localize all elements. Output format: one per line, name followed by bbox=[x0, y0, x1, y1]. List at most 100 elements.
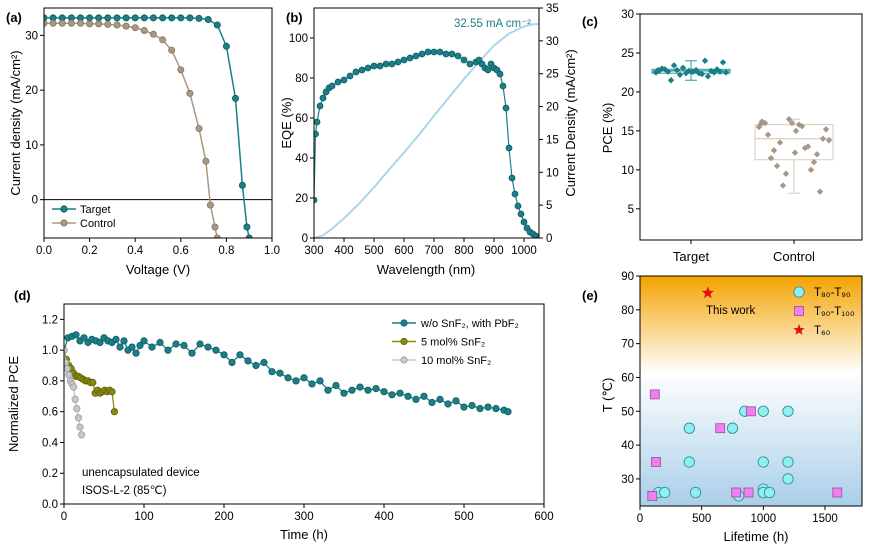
panel-a-series-target-point-15 bbox=[177, 14, 185, 22]
panel-b-eqe-point-11 bbox=[352, 68, 360, 76]
panel-d-series-0-point-40 bbox=[300, 374, 308, 382]
panel-a-series-target-point-12 bbox=[149, 14, 157, 22]
panel-d-series-2-point-10 bbox=[76, 423, 84, 431]
panel-b-eqe-point-2 bbox=[314, 118, 321, 126]
panel-a-xtick-label-5: 1.0 bbox=[264, 245, 280, 257]
panel-a-series-control-point-4 bbox=[77, 19, 85, 27]
panel-d-series-0-point-34 bbox=[252, 361, 260, 370]
panel-a-series-control-point-6 bbox=[95, 20, 103, 28]
panel-d-series-0-point-48 bbox=[364, 386, 372, 394]
panel-b-eqe-point-20 bbox=[406, 54, 414, 62]
panel-d-series-2-point-0 bbox=[64, 346, 68, 354]
panel-a-plot: 0.0 0.2 0.4 0.6 0.8 1.0 0 10 20 30 Target Control bbox=[25, 7, 280, 257]
panel-c-control-point-18 bbox=[782, 170, 790, 177]
panel-b-eqe-point-25 bbox=[436, 48, 444, 56]
panel-a-series-target-point-18 bbox=[204, 15, 212, 23]
panel-b-eqe-point-7 bbox=[328, 82, 336, 90]
panel-c-target-point-14 bbox=[673, 66, 681, 74]
panel-a-legend-marker-0 bbox=[60, 205, 68, 213]
panel-b-eqe-point-23 bbox=[424, 48, 432, 56]
panel-b-ytick-label-1: 20 bbox=[295, 193, 308, 205]
panel-a-ylabel: Current density (mA/cm²) bbox=[8, 50, 23, 195]
panel-d-series-2-point-1 bbox=[64, 358, 70, 367]
panel-c-target-point-11 bbox=[704, 73, 712, 80]
panel-b-ytick-label-5: 100 bbox=[289, 33, 308, 45]
panel-b-xlabel: Wavelength (nm) bbox=[377, 262, 476, 277]
panel-a-series-target-point-19 bbox=[213, 21, 221, 29]
panel-b-eqe-point-3 bbox=[316, 102, 324, 110]
panel-d-series-2-point-8 bbox=[73, 404, 81, 413]
panel-a-xtick-label-3: 0.6 bbox=[173, 245, 189, 257]
panel-b-plot: 300 400 500 600 700 800 900 1000020406080100051… bbox=[289, 3, 559, 257]
panel-c-control-point-19 bbox=[819, 135, 827, 142]
panel-b-eqe-point-41 bbox=[502, 104, 510, 112]
panel-b-eqe-line bbox=[314, 51, 539, 238]
panel-b-right-ytick-label-5: 25 bbox=[546, 69, 559, 81]
panel-c-control-point-24 bbox=[791, 149, 799, 156]
panel-b-integrated-current-line bbox=[314, 23, 539, 238]
panel-b-eqe-point-8 bbox=[334, 78, 342, 86]
panel-a-label: (a) bbox=[6, 10, 22, 25]
panel-d-series-0-point-21 bbox=[148, 343, 156, 351]
panel-d-xtick-label-2: 200 bbox=[214, 511, 233, 523]
panel-d-series-0-point-36 bbox=[268, 368, 276, 376]
panel-b-right-ytick-label-2: 10 bbox=[546, 167, 559, 179]
panel-d-annotation-2: ISOS-L-2 (85℃) bbox=[82, 485, 167, 497]
panel-d-ylabel: Normalized PCE bbox=[6, 356, 21, 452]
panel-e-background bbox=[640, 276, 862, 506]
panel-c-target-point-9 bbox=[701, 57, 709, 64]
panel-a-series-control-line bbox=[44, 22, 219, 238]
panel-d-series-0-point-13 bbox=[112, 335, 120, 343]
panel-b-eqe-point-28 bbox=[454, 52, 462, 60]
panel-d-series-1-point-21 bbox=[110, 408, 119, 416]
panel-b-xtick-label-6: 900 bbox=[484, 245, 503, 257]
panel-b-eqe-point-47 bbox=[520, 218, 528, 226]
panel-b-eqe-point-45 bbox=[514, 202, 522, 210]
panel-a-series-target-point-17 bbox=[195, 14, 203, 22]
panel-c-ylabel: PCE (%) bbox=[600, 103, 615, 154]
panel-d-series-0-point-55 bbox=[420, 392, 428, 400]
panel-e-t90-point-5 bbox=[743, 487, 754, 498]
panel-e-t80-point-16 bbox=[782, 473, 794, 485]
panel-a-series-control-point-8 bbox=[113, 21, 121, 29]
panel-d-legend-label-1: 5 mol% SnF₂ bbox=[421, 337, 485, 349]
panel-b-eqe-point-17 bbox=[388, 60, 396, 68]
panel-e-t90-point-7 bbox=[832, 487, 843, 498]
panel-d-series-0-point-30 bbox=[220, 351, 228, 359]
panel-c-control-point-17 bbox=[816, 188, 824, 195]
panel-a-ytick-label-2: 20 bbox=[25, 85, 38, 97]
panel-a-series-target-point-6 bbox=[95, 14, 103, 22]
panel-e-t80-point-3 bbox=[683, 456, 695, 468]
panel-a-series-control-point-19 bbox=[206, 201, 214, 209]
panel-d-ytick-label-3: 0.6 bbox=[42, 407, 58, 419]
panel-d-legend-marker-0 bbox=[400, 319, 408, 327]
panel-b-eqe-point-24 bbox=[430, 48, 438, 56]
panel-c-ytick-label-0: 5 bbox=[628, 204, 634, 216]
panel-d-series-0-point-37 bbox=[276, 369, 284, 377]
panel-c-target-point-7 bbox=[698, 70, 706, 78]
panel-c-ytick-label-5: 30 bbox=[621, 9, 634, 21]
panel-d-ytick-label-2: 0.4 bbox=[42, 437, 59, 449]
panel-b-eqe-point-35 bbox=[484, 66, 492, 74]
panel-a-series-target-point-10 bbox=[131, 14, 139, 22]
panel-e-legend-marker-1 bbox=[794, 306, 804, 316]
panel-c-control-point-11 bbox=[807, 166, 815, 174]
panel-b-ytick-label-0: 0 bbox=[302, 233, 308, 245]
panel-d-xlabel: Time (h) bbox=[280, 527, 328, 542]
panel-d-ytick-label-4: 0.8 bbox=[42, 376, 58, 388]
panel-d-series-0-point-15 bbox=[120, 337, 128, 345]
panel-d-series-0-point-43 bbox=[324, 386, 332, 394]
panel-e-t90-point-4 bbox=[731, 487, 742, 498]
panel-d-xtick-label-4: 400 bbox=[374, 511, 393, 523]
panel-d-legend-label-2: 10 mol% SnF₂ bbox=[421, 355, 491, 367]
panel-b-right-ytick-label-6: 30 bbox=[546, 36, 559, 48]
panel-a-series-group bbox=[44, 14, 253, 238]
panel-e-t80-point-1 bbox=[659, 486, 671, 499]
panel-d-series-0-point-49 bbox=[372, 384, 380, 393]
panel-c-control-point-4 bbox=[761, 119, 769, 127]
panel-b-ylabel-right: Current Density (mA/cm²) bbox=[563, 49, 578, 196]
panel-d-series-0-point-46 bbox=[348, 386, 356, 394]
panel-c-target-category-label: Target bbox=[673, 249, 710, 264]
panel-e-t80-point-4 bbox=[689, 486, 702, 499]
panel-b-eqe-point-16 bbox=[382, 60, 390, 68]
